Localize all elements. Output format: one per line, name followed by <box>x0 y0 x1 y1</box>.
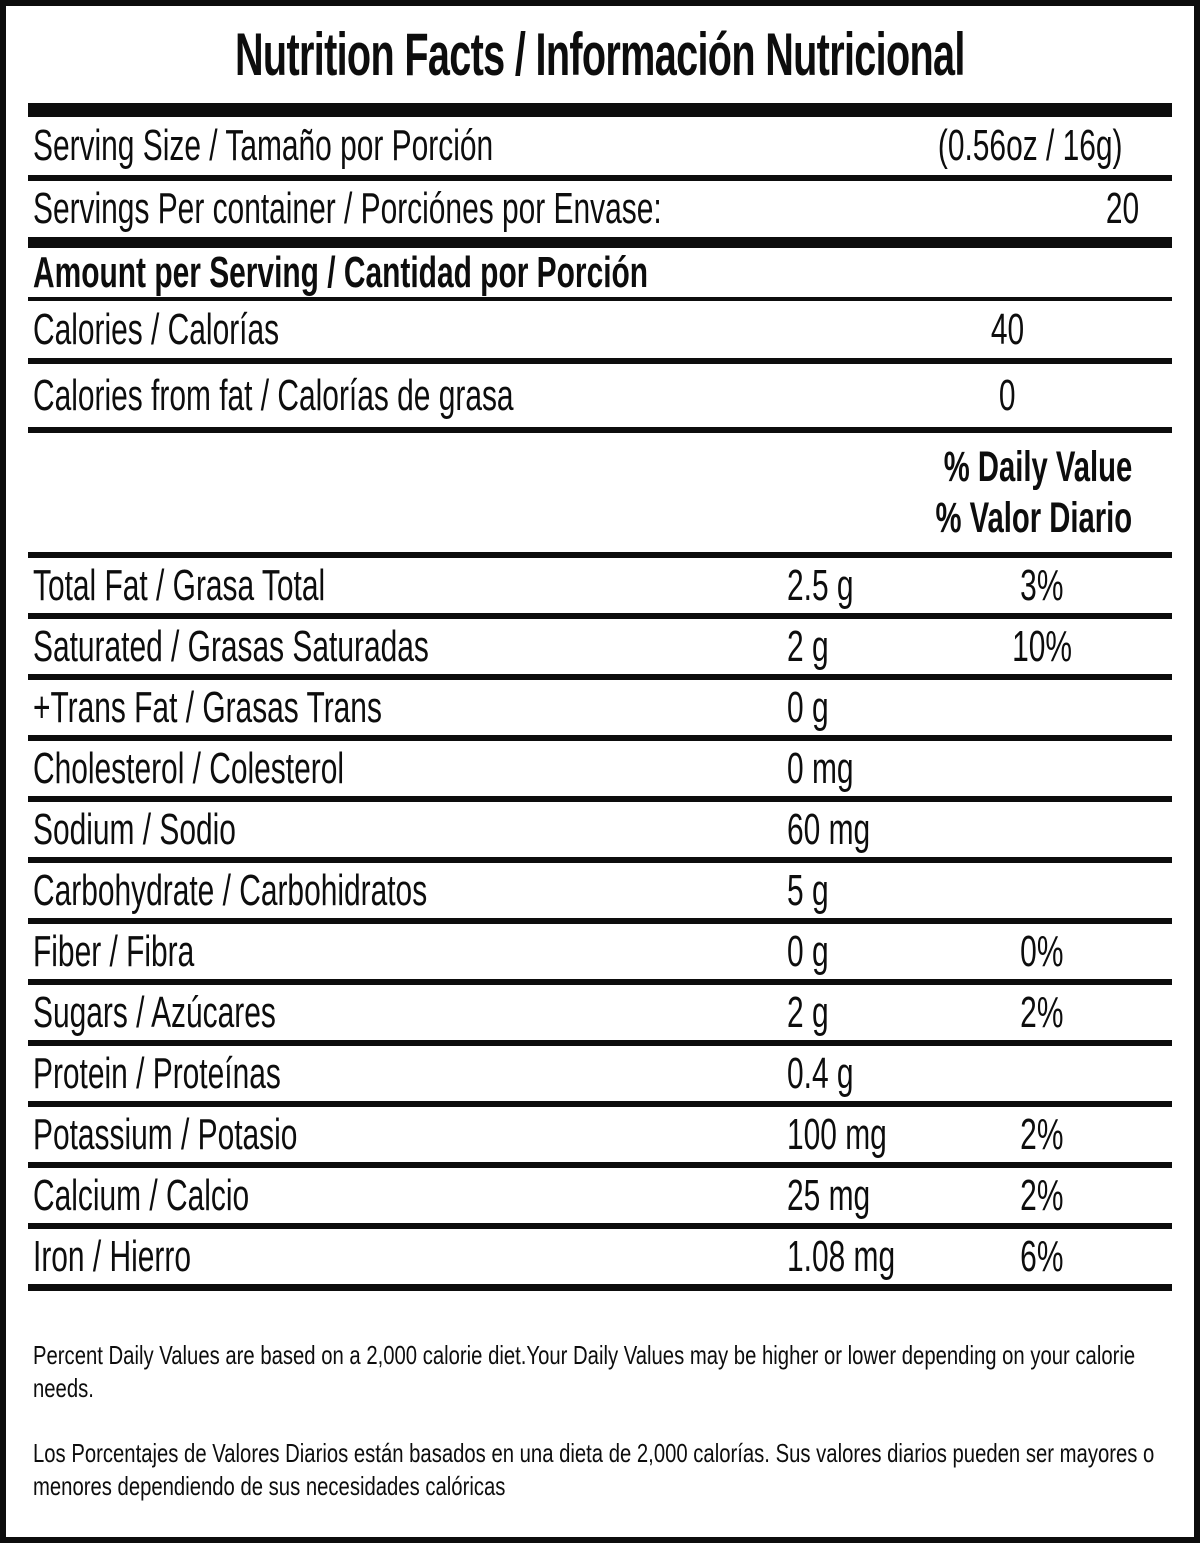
daily-value-header: % Daily Value % Valor Diario <box>28 433 1172 552</box>
daily-value-header-es: % Valor Diario <box>935 493 1132 542</box>
nutrient-row-fiber: Fiber / Fibra 0 g 0% <box>28 924 1172 979</box>
nutrient-label: Saturated / Grasas Saturadas <box>33 621 429 671</box>
nutrient-percent: 2% <box>1020 987 1064 1037</box>
servings-per-container-row: Servings Per container / Porciónes por E… <box>28 181 1172 237</box>
nutrient-percent: 0% <box>1020 926 1064 976</box>
calories-from-fat-label-cell: Calories from fat / Calorías de grasa <box>33 371 842 421</box>
label-title: Nutrition Facts / Información Nutriciona… <box>235 21 965 88</box>
divider <box>28 735 1172 741</box>
nutrient-row-cholesterol: Cholesterol / Colesterol 0 mg <box>28 741 1172 796</box>
nutrient-amount: 2 g <box>787 621 829 671</box>
servings-per-container-label-cell: Servings Per container / Porciónes por E… <box>33 184 957 234</box>
servings-per-container-label: Servings Per container / Porciónes por E… <box>33 184 662 233</box>
nutrient-amount: 100 mg <box>787 1109 887 1159</box>
nutrient-amount: 1.08 mg <box>787 1231 896 1281</box>
nutrient-percent: 3% <box>1020 560 1064 610</box>
nutrient-label: Iron / Hierro <box>33 1231 191 1281</box>
amount-per-serving-header: Amount per Serving / Cantidad por Porció… <box>33 248 649 297</box>
nutrient-row-sodium: Sodium / Sodio 60 mg <box>28 802 1172 857</box>
calories-from-fat-label: Calories from fat / Calorías de grasa <box>33 370 514 420</box>
nutrient-amount: 0 mg <box>787 743 854 793</box>
calories-row: Calories / Calorías 40 <box>28 301 1172 358</box>
nutrient-amount: 2.5 g <box>787 560 854 610</box>
divider <box>28 979 1172 985</box>
nutrient-row-saturated-fat: Saturated / Grasas Saturadas 2 g 10% <box>28 619 1172 674</box>
nutrient-row-iron: Iron / Hierro 1.08 mg 6% <box>28 1229 1172 1284</box>
calories-from-fat-value: 0 <box>998 370 1016 420</box>
nutrient-label: Fiber / Fibra <box>33 926 195 976</box>
nutrient-amount: 0 g <box>787 682 829 732</box>
divider <box>28 796 1172 802</box>
amount-per-serving-header-cell: Amount per Serving / Cantidad por Porció… <box>33 248 938 298</box>
nutrient-label: Protein / Proteínas <box>33 1048 281 1098</box>
serving-size-row: Serving Size / Tamaño por Porción (0.56o… <box>28 117 1172 175</box>
nutrient-amount: 0 g <box>787 926 829 976</box>
divider <box>28 857 1172 863</box>
nutrient-row-trans-fat: +Trans Fat / Grasas Trans 0 g <box>28 680 1172 735</box>
nutrient-label: Sodium / Sodio <box>33 804 236 854</box>
nutrient-amount: 60 mg <box>787 804 871 854</box>
divider <box>28 1040 1172 1046</box>
nutrient-amount: 5 g <box>787 865 829 915</box>
servings-per-container-value: 20 <box>1105 184 1140 233</box>
footnote-english: Percent Daily Values are based on a 2,00… <box>33 1340 1136 1403</box>
nutrient-label: Sugars / Azúcares <box>33 987 276 1037</box>
nutrient-row-protein: Protein / Proteínas 0.4 g <box>28 1046 1172 1101</box>
footnote-spanish: Los Porcentajes de Valores Diarios están… <box>33 1438 1155 1501</box>
divider-thin <box>28 297 1172 301</box>
divider <box>28 1101 1172 1107</box>
divider <box>28 674 1172 680</box>
nutrient-label: Cholesterol / Colesterol <box>33 743 344 793</box>
nutrient-label: Calcium / Calcio <box>33 1170 250 1220</box>
nutrient-percent: 6% <box>1020 1231 1064 1281</box>
divider <box>28 552 1172 558</box>
calories-label: Calories / Calorías <box>33 304 280 354</box>
calories-from-fat-value-cell: 0 <box>842 371 1172 421</box>
nutrient-amount: 25 mg <box>787 1170 871 1220</box>
serving-size-label-cell: Serving Size / Tamaño por Porción <box>33 121 842 171</box>
calories-from-fat-row: Calories from fat / Calorías de grasa 0 <box>28 364 1172 427</box>
serving-size-value: (0.56oz / 16g) <box>937 121 1122 170</box>
divider <box>28 1223 1172 1229</box>
daily-value-header-en: % Daily Value <box>943 442 1132 491</box>
calories-label-cell: Calories / Calorías <box>33 305 842 355</box>
divider <box>28 918 1172 924</box>
nutrient-label: Carbohydrate / Carbohidratos <box>33 865 428 915</box>
nutrient-label: Potassium / Potasio <box>33 1109 298 1159</box>
divider-thick <box>28 237 1172 248</box>
amount-per-serving-header-row: Amount per Serving / Cantidad por Porció… <box>28 248 1172 297</box>
divider <box>28 427 1172 433</box>
servings-per-container-value-cell: 20 <box>957 184 1194 234</box>
nutrient-percent: 10% <box>1012 621 1072 671</box>
serving-size-value-cell: (0.56oz / 16g) <box>842 121 1172 171</box>
divider <box>28 1162 1172 1168</box>
calories-value: 40 <box>990 304 1024 354</box>
nutrient-label: Total Fat / Grasa Total <box>33 560 326 610</box>
divider <box>28 175 1172 181</box>
divider-end <box>28 1284 1172 1291</box>
divider <box>28 613 1172 619</box>
title-divider-bar <box>28 103 1172 117</box>
nutrient-row-carbohydrate: Carbohydrate / Carbohidratos 5 g <box>28 863 1172 918</box>
nutrient-row-calcium: Calcium / Calcio 25 mg 2% <box>28 1168 1172 1223</box>
nutrient-amount: 2 g <box>787 987 829 1037</box>
nutrient-row-total-fat: Total Fat / Grasa Total 2.5 g 3% <box>28 558 1172 613</box>
label-title-wrap: Nutrition Facts / Información Nutriciona… <box>28 6 1172 103</box>
nutrient-amount: 0.4 g <box>787 1048 854 1098</box>
divider <box>28 358 1172 364</box>
serving-size-label: Serving Size / Tamaño por Porción <box>33 121 494 170</box>
nutrient-percent: 2% <box>1020 1170 1064 1220</box>
calories-value-cell: 40 <box>842 305 1172 355</box>
nutrient-row-potassium: Potassium / Potasio 100 mg 2% <box>28 1107 1172 1162</box>
nutrient-label: +Trans Fat / Grasas Trans <box>33 682 382 732</box>
nutrient-percent: 2% <box>1020 1109 1064 1159</box>
footnotes: Percent Daily Values are based on a 2,00… <box>28 1291 1172 1503</box>
nutrient-row-sugars: Sugars / Azúcares 2 g 2% <box>28 985 1172 1040</box>
